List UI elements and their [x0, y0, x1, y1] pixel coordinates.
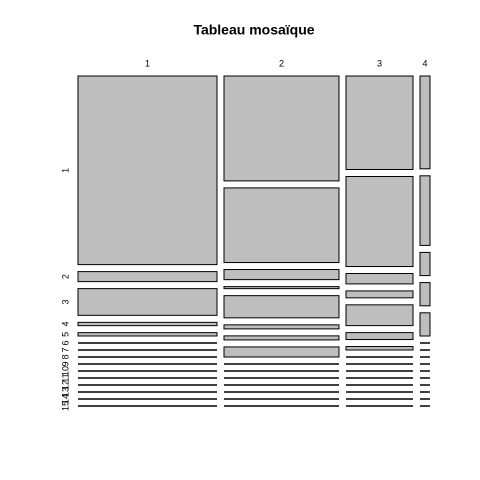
mosaic-cell [223, 286, 340, 290]
row-label: 8 [60, 354, 70, 359]
row-label: 6 [60, 340, 70, 345]
mosaic-cell [345, 332, 414, 341]
mosaic-cell [223, 295, 340, 319]
mosaic-cell [419, 312, 431, 337]
mosaic-cell [77, 271, 218, 283]
mosaic-cell [345, 75, 414, 170]
mosaic-cell [77, 75, 218, 266]
mosaic-cell [345, 175, 414, 268]
mosaic-cell [77, 288, 218, 316]
row-label: 13 [60, 387, 70, 397]
mosaic-cell [223, 269, 340, 281]
mosaic-cell [223, 324, 340, 330]
column-label: 4 [422, 58, 427, 68]
mosaic-cell [345, 304, 414, 327]
mosaic-cell [223, 187, 340, 264]
mosaic-cell [419, 282, 431, 307]
mosaic-cell [419, 175, 431, 246]
row-label: 9 [60, 361, 70, 366]
column-label: 1 [145, 58, 150, 68]
chart-title: Tableau mosaïque [193, 22, 314, 38]
mosaic-cell [223, 346, 340, 358]
mosaic-cell [419, 75, 431, 170]
row-label: 12 [60, 380, 70, 390]
mosaic-cell [223, 75, 340, 182]
mosaic-cell [345, 346, 414, 351]
row-label: 14 [60, 394, 70, 404]
row-label: 3 [60, 299, 70, 304]
mosaic-cell [223, 335, 340, 341]
row-label: 7 [60, 347, 70, 352]
row-label: 15 [60, 401, 70, 411]
row-label: 2 [60, 274, 70, 279]
row-label: 10 [60, 366, 70, 376]
mosaic-cell [345, 273, 414, 285]
row-label: 5 [60, 332, 70, 337]
mosaic-cell [77, 332, 218, 337]
column-label: 2 [279, 58, 284, 68]
mosaic-cell [419, 251, 431, 277]
row-label: 4 [60, 321, 70, 326]
row-label: 11 [60, 373, 70, 382]
column-label: 3 [377, 58, 382, 68]
mosaic-cell [77, 321, 218, 327]
row-label: 1 [60, 168, 70, 173]
mosaic-cell [345, 290, 414, 299]
